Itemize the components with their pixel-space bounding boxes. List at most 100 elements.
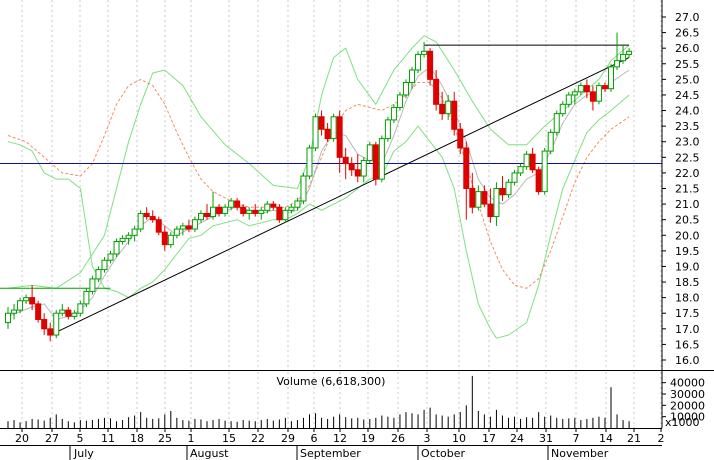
candle-body xyxy=(155,219,162,233)
month-label: July xyxy=(73,447,94,460)
x-tick-label: 2 xyxy=(658,432,665,445)
candle-body xyxy=(565,94,572,105)
y-tick-label: 19.0 xyxy=(675,260,700,273)
candle-body xyxy=(119,237,126,243)
candle-body xyxy=(378,138,385,180)
candle-body xyxy=(505,181,512,196)
candle-body xyxy=(59,309,66,314)
candle-body xyxy=(101,259,108,271)
candle-body xyxy=(493,188,500,218)
x-tick-label: 11 xyxy=(101,432,115,445)
y-tick-label: 24.5 xyxy=(675,89,700,102)
y-tick-label: 22.5 xyxy=(675,151,700,164)
candle-body xyxy=(396,94,403,108)
candle-body xyxy=(523,153,530,168)
candle-body xyxy=(264,203,271,211)
candle-body xyxy=(433,78,440,105)
y-tick-label: 18.5 xyxy=(675,276,700,289)
candle-body xyxy=(288,206,295,211)
candle-body xyxy=(203,212,210,218)
month-label: October xyxy=(421,447,465,460)
candle-body xyxy=(65,309,72,317)
candle-body xyxy=(577,85,584,93)
candle-body xyxy=(475,191,482,208)
candle-body xyxy=(179,225,186,230)
x-tick-label: 19 xyxy=(361,432,375,445)
candle-body xyxy=(107,253,114,261)
x-tick-label: 14 xyxy=(599,432,613,445)
candle-body xyxy=(35,303,42,320)
candle-body xyxy=(457,128,464,149)
candle-body xyxy=(614,60,621,68)
x-tick-label: 20 xyxy=(15,432,29,445)
x-tick-label: 29 xyxy=(281,432,295,445)
candle-body xyxy=(89,278,96,292)
y-tick-label: 25.0 xyxy=(675,73,700,86)
y-tick-label: 18.0 xyxy=(675,292,700,305)
x-tick-label: 1 xyxy=(188,432,195,445)
candle-body xyxy=(451,100,458,130)
y-tick-label: 23.0 xyxy=(675,136,700,149)
candle-body xyxy=(499,188,506,196)
x-tick-label: 7 xyxy=(573,432,580,445)
candle-body xyxy=(95,269,102,280)
short-ma-line xyxy=(7,66,630,321)
candle-body xyxy=(306,147,313,177)
candle-body xyxy=(228,200,235,208)
candle-body xyxy=(252,209,259,214)
candle-body xyxy=(149,216,156,221)
candle-body xyxy=(143,212,150,218)
candle-body xyxy=(300,175,307,202)
axes-layer xyxy=(0,0,714,446)
candle-body xyxy=(234,200,241,208)
y-tick-label: 21.0 xyxy=(675,198,700,211)
candle-body xyxy=(354,169,361,177)
candle-body xyxy=(559,103,566,115)
x-tick-label: 26 xyxy=(391,432,405,445)
candle-body xyxy=(11,309,18,314)
candle-body xyxy=(185,225,192,230)
candle-body xyxy=(246,209,253,214)
candle-body xyxy=(553,113,560,133)
volume-y-tick-label: 20000 xyxy=(670,399,705,412)
candle-body xyxy=(191,219,198,230)
candle-body xyxy=(439,103,446,115)
candle-body xyxy=(535,169,542,193)
candle-body xyxy=(360,159,367,177)
volume-y-tick-label: 40000 xyxy=(670,377,705,390)
bollinger-lower-line xyxy=(7,94,630,339)
trendline xyxy=(49,57,630,336)
indicator-layer xyxy=(7,35,630,339)
y-tick-label: 26.5 xyxy=(675,27,700,40)
candle-body xyxy=(348,163,355,171)
volume-unit-label: x1000 xyxy=(665,416,700,429)
x-tick-label: 5 xyxy=(77,432,84,445)
candle-body xyxy=(421,50,428,55)
candle-body xyxy=(469,188,476,208)
candle-body xyxy=(312,116,319,149)
candle-body xyxy=(41,318,48,330)
candle-body xyxy=(222,206,229,214)
candle-body xyxy=(445,100,452,115)
volume-layer xyxy=(7,375,630,428)
candle-body xyxy=(258,209,265,214)
candle-body xyxy=(167,234,174,246)
candle-body xyxy=(620,53,627,62)
candle-body xyxy=(131,228,138,236)
candle-body xyxy=(511,172,518,183)
candle-body xyxy=(384,119,391,140)
bollinger-upper-line xyxy=(7,35,630,289)
candle-body xyxy=(53,312,60,336)
candle-body xyxy=(626,50,633,55)
candles-layer xyxy=(5,32,633,342)
y-tick-label: 21.5 xyxy=(675,183,700,196)
y-tick-label: 16.0 xyxy=(675,354,700,367)
candle-body xyxy=(547,131,554,152)
month-label: September xyxy=(300,447,361,460)
candle-body xyxy=(197,212,204,221)
candle-body xyxy=(402,81,409,96)
y-tick-label: 23.5 xyxy=(675,120,700,133)
candle-body xyxy=(23,297,30,302)
